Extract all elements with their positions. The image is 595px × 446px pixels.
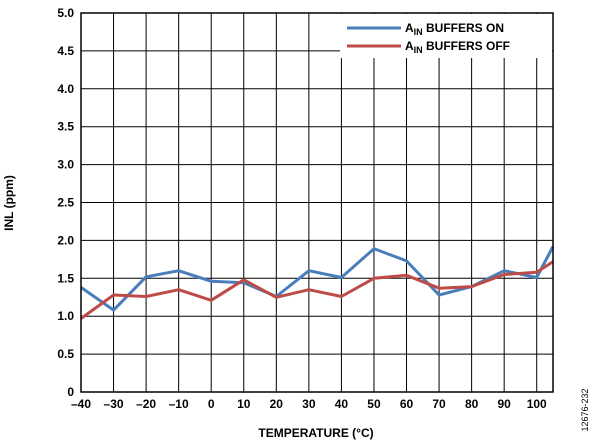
x-tick-label: –10 (169, 397, 189, 411)
x-tick-label: –20 (136, 397, 156, 411)
y-tick-labels: 0 0.5 1.0 1.5 2.0 2.5 3.0 3.5 4.0 4.5 5.0 (57, 6, 74, 399)
grid (80, 12, 553, 393)
y-tick-label: 0 (67, 385, 74, 399)
y-tick-label: 1.0 (57, 309, 74, 323)
x-tick-label: 30 (302, 397, 316, 411)
x-tick-label: 0 (208, 397, 215, 411)
y-tick-label: 0.5 (57, 347, 74, 361)
plot-frame (80, 12, 554, 393)
x-axis-label: TEMPERATURE (°C) (258, 426, 373, 440)
series-layer (80, 245, 555, 320)
y-axis-label: INL (ppm) (2, 175, 16, 231)
y-tick-label: 2.0 (57, 233, 74, 247)
series-line-0 (80, 245, 555, 312)
x-tick-label: 60 (400, 397, 414, 411)
y-tick-label: 1.5 (57, 271, 74, 285)
x-tick-label: 40 (335, 397, 349, 411)
legend-label-buffers-off-main: A (405, 39, 414, 53)
x-tick-label: 100 (527, 397, 547, 411)
y-tick-label: 5.0 (57, 6, 74, 20)
x-tick-label: 70 (432, 397, 446, 411)
y-tick-label: 2.5 (57, 196, 74, 210)
figure-code: 12676-232 (580, 388, 590, 431)
legend-label-buffers-on-main: A (405, 21, 414, 35)
y-tick-label: 3.0 (57, 158, 74, 172)
x-tick-label: 50 (367, 397, 381, 411)
legend-label-buffers-on: AIN BUFFERS ON (405, 21, 504, 37)
x-tick-label: –40 (71, 397, 91, 411)
x-tick-label: –30 (104, 397, 124, 411)
x-tick-label: 20 (270, 397, 284, 411)
x-tick-label: 80 (465, 397, 479, 411)
y-tick-label: 4.5 (57, 44, 74, 58)
series-line-1 (80, 260, 554, 320)
legend-label-buffers-on-rest: BUFFERS ON (423, 21, 504, 35)
legend-label-buffers-off-rest: BUFFERS OFF (423, 39, 510, 53)
y-tick-label: 4.0 (57, 82, 74, 96)
x-tick-label: 90 (497, 397, 511, 411)
legend-box (340, 14, 552, 58)
legend-label-buffers-on-sub: IN (414, 27, 423, 37)
legend-label-buffers-off-sub: IN (414, 45, 423, 55)
legend-label-buffers-off: AIN BUFFERS OFF (405, 39, 510, 55)
legend: AIN BUFFERS ON AIN BUFFERS OFF (340, 14, 552, 58)
x-tick-labels: –40 –30 –20 –10 0 10 20 30 40 50 60 70 80 90 100 (71, 397, 547, 411)
x-tick-label: 10 (237, 397, 251, 411)
y-tick-label: 3.5 (57, 120, 74, 134)
